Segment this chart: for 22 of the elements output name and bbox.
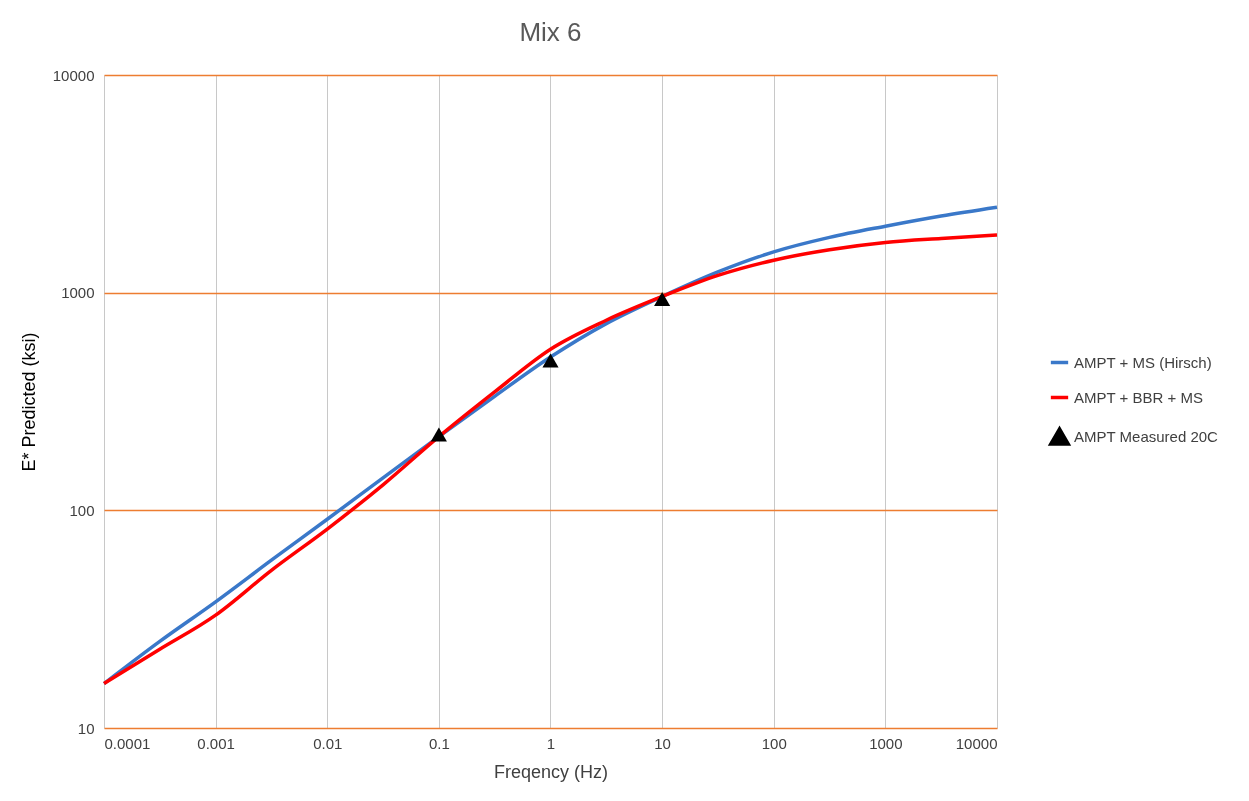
legend-label: AMPT + BBR + MS: [1074, 388, 1203, 406]
x-tick-label: 0.01: [313, 734, 343, 752]
x-tick-label: 0.0001: [104, 734, 151, 752]
x-tick-label: 0.1: [428, 734, 450, 752]
y-tick-label: 1000: [61, 284, 95, 302]
x-tick-label: 1000: [869, 734, 903, 752]
x-tick-label: 10: [654, 734, 671, 752]
legend-label: AMPT Measured 20C: [1074, 427, 1219, 445]
x-tick-label: 0.001: [197, 734, 235, 752]
x-tick-label: 1: [546, 734, 556, 752]
legend-label: AMPT + MS (Hirsch): [1074, 353, 1212, 371]
chart-title: Mix 6: [519, 17, 582, 47]
point: [654, 292, 671, 306]
y-axis-title: E* Predicted (ksi): [18, 332, 39, 472]
y-tick-label: 100: [69, 501, 95, 519]
x-tick-label: 100: [761, 734, 787, 752]
y-tick-label: 10: [77, 719, 95, 737]
x-axis-title: Freqency (Hz): [493, 761, 609, 782]
point: [542, 353, 559, 368]
point: [430, 427, 447, 442]
x-tick-label: 10000: [955, 734, 998, 752]
y-tick-label: 10000: [52, 66, 95, 84]
